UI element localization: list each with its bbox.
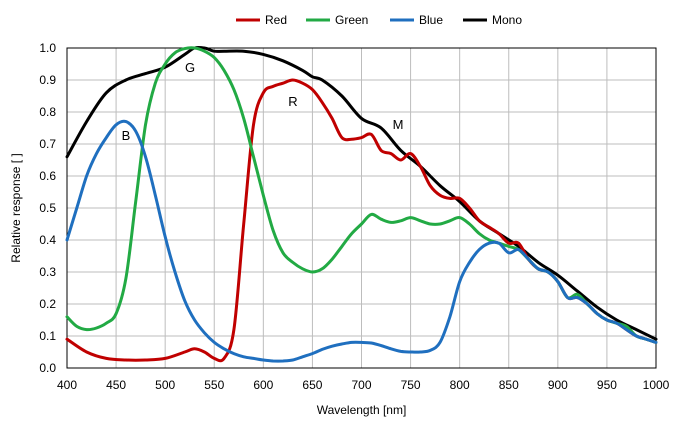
x-tick-label: 750 <box>401 378 421 392</box>
x-tick-label: 900 <box>548 378 568 392</box>
y-tick-label: 0.9 <box>39 73 56 87</box>
series-line-mono <box>65 45 658 341</box>
curve-labels: R G B M <box>122 60 404 143</box>
legend: Red Green Blue Mono <box>236 13 522 27</box>
x-tick-label: 800 <box>450 378 470 392</box>
y-axis-title: Relative response [ ] <box>9 153 23 262</box>
series-line-blue <box>65 119 658 363</box>
y-tick-label: 0.6 <box>39 169 56 183</box>
y-tick-label: 0.3 <box>39 265 56 279</box>
y-tick-label: 0.2 <box>39 297 56 311</box>
x-axis-title: Wavelength [nm] <box>317 403 407 417</box>
plot-area-frame <box>66 47 657 369</box>
legend-label-green: Green <box>335 13 368 27</box>
y-tick-label: 0.8 <box>39 105 56 119</box>
legend-label-red: Red <box>265 13 287 27</box>
y-tick-label: 0.0 <box>39 361 56 375</box>
curve-label-mono: M <box>393 117 404 132</box>
y-tick-label: 0.1 <box>39 329 56 343</box>
x-tick-label: 1000 <box>643 378 670 392</box>
legend-label-mono: Mono <box>492 13 522 27</box>
x-tick-label: 450 <box>106 378 126 392</box>
x-tick-label: 400 <box>57 378 77 392</box>
x-tick-labels: 400 450 500 550 600 650 700 750 800 850 900 950 1000 <box>57 378 670 392</box>
y-tick-label: 0.5 <box>39 201 56 215</box>
x-tick-label: 550 <box>204 378 224 392</box>
x-tick-label: 600 <box>253 378 273 392</box>
y-tick-label: 0.4 <box>39 233 56 247</box>
x-tick-label: 650 <box>302 378 322 392</box>
curve-label-green: G <box>185 60 195 75</box>
curve-label-red: R <box>288 94 297 109</box>
curve-label-blue: B <box>122 128 131 143</box>
y-tick-label: 1.0 <box>39 41 56 55</box>
x-tick-label: 700 <box>351 378 371 392</box>
x-tick-label: 850 <box>499 378 519 392</box>
y-tick-labels: 0.0 0.1 0.2 0.3 0.4 0.5 0.6 0.7 0.8 0.9 1.0 <box>39 41 56 375</box>
x-tick-label: 500 <box>155 378 175 392</box>
y-tick-label: 0.7 <box>39 137 56 151</box>
series-lines <box>65 45 658 363</box>
x-tick-label: 950 <box>597 378 617 392</box>
legend-label-blue: Blue <box>419 13 443 27</box>
grid-lines <box>66 47 657 369</box>
